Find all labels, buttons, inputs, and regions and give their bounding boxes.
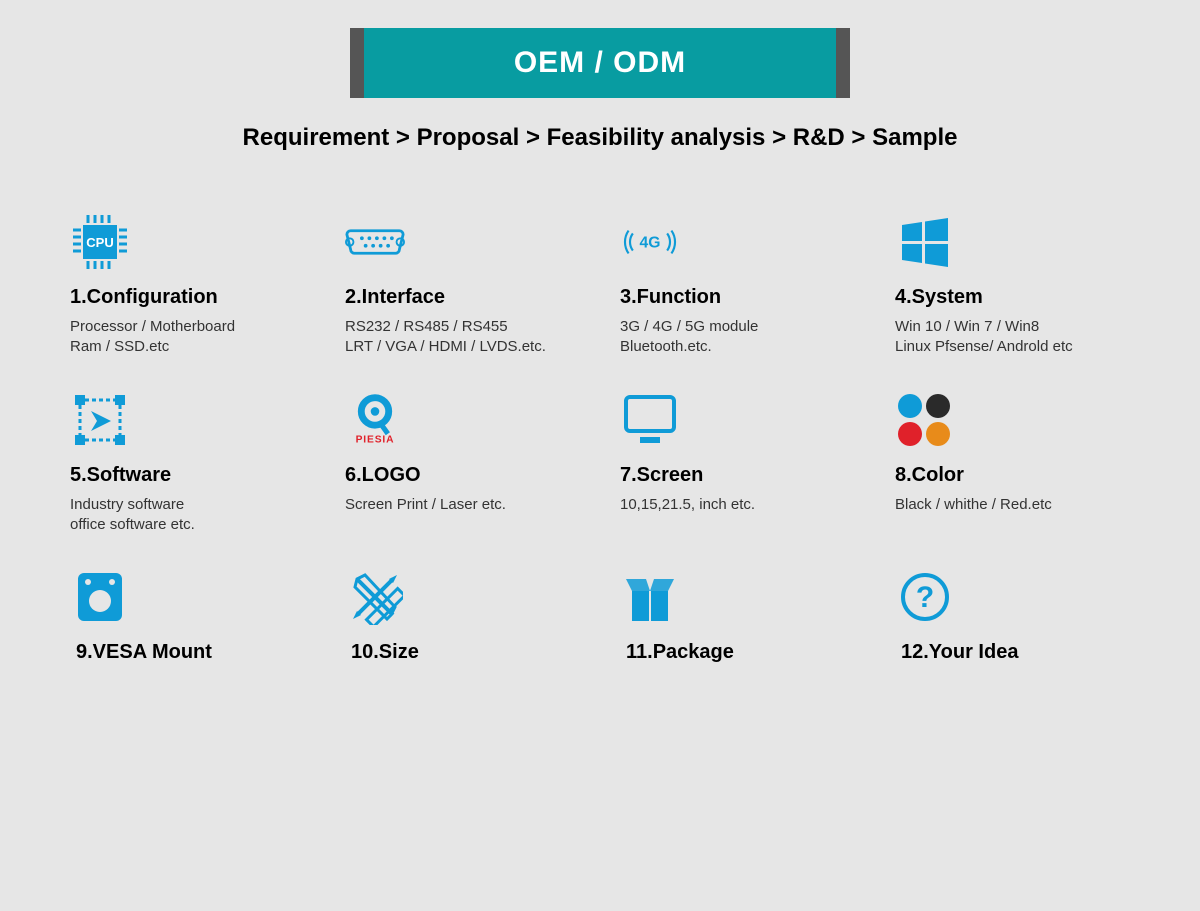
card-desc: Industry software office software etc. (70, 495, 305, 536)
card-software: 5.Software Industry software office soft… (70, 390, 305, 536)
screen-icon (620, 390, 680, 450)
card-desc: Processor / Motherboard Ram / SSD.etc (70, 317, 305, 358)
svg-text:CPU: CPU (86, 235, 113, 250)
card-grid: CPU 1.Configuration Processor / Motherbo… (0, 152, 1200, 672)
svg-text:?: ? (916, 581, 934, 614)
4g-icon: 4G (620, 212, 680, 272)
card-idea: ? 12.Your Idea (895, 567, 1130, 672)
software-icon (70, 390, 130, 450)
cpu-icon: CPU (70, 212, 130, 272)
card-size: 10.Size (345, 567, 580, 672)
breadcrumb: Requirement > Proposal > Feasibility ana… (0, 124, 1200, 152)
vesa-icon (70, 567, 130, 627)
card-desc: 10,15,21.5, inch etc. (620, 495, 855, 515)
title-edge-right (836, 28, 850, 98)
card-title: 8.Color (895, 464, 1130, 487)
svg-text:4G: 4G (640, 235, 661, 252)
card-desc: RS232 / RS485 / RS455 LRT / VGA / HDMI /… (345, 317, 580, 358)
card-title: 12.Your Idea (901, 641, 1130, 664)
card-title: 4.System (895, 286, 1130, 309)
svg-text:PIESIA: PIESIA (356, 434, 395, 445)
card-desc: Black / whithe / Red.etc (895, 495, 1130, 515)
card-title: 2.Interface (345, 286, 580, 309)
card-logo: PIESIA 6.LOGO Screen Print / Laser etc. (345, 390, 580, 536)
card-title: 6.LOGO (345, 464, 580, 487)
card-title: 9.VESA Mount (76, 641, 305, 664)
card-interface: 2.Interface RS232 / RS485 / RS455 LRT / … (345, 212, 580, 358)
card-title: 5.Software (70, 464, 305, 487)
card-title: 3.Function (620, 286, 855, 309)
card-configuration: CPU 1.Configuration Processor / Motherbo… (70, 212, 305, 358)
card-title: 10.Size (351, 641, 580, 664)
windows-icon (895, 212, 955, 272)
title-bar: OEM / ODM (350, 28, 850, 98)
card-vesa: 9.VESA Mount (70, 567, 305, 672)
card-package: 11.Package (620, 567, 855, 672)
card-system: 4.System Win 10 / Win 7 / Win8 Linux Pfs… (895, 212, 1130, 358)
question-icon: ? (895, 567, 955, 627)
port-icon (345, 212, 405, 272)
card-title: 7.Screen (620, 464, 855, 487)
card-desc: Screen Print / Laser etc. (345, 495, 580, 515)
card-color: 8.Color Black / whithe / Red.etc (895, 390, 1130, 536)
logo-icon: PIESIA (345, 390, 405, 450)
card-title: 1.Configuration (70, 286, 305, 309)
card-screen: 7.Screen 10,15,21.5, inch etc. (620, 390, 855, 536)
card-title: 11.Package (626, 641, 855, 664)
size-icon (345, 567, 405, 627)
page-title: OEM / ODM (364, 28, 836, 98)
card-desc: 3G / 4G / 5G module Bluetooth.etc. (620, 317, 855, 358)
colors-icon (895, 390, 955, 450)
card-function: 4G 3.Function 3G / 4G / 5G module Blueto… (620, 212, 855, 358)
package-icon (620, 567, 680, 627)
card-desc: Win 10 / Win 7 / Win8 Linux Pfsense/ And… (895, 317, 1130, 358)
title-edge-left (350, 28, 364, 98)
